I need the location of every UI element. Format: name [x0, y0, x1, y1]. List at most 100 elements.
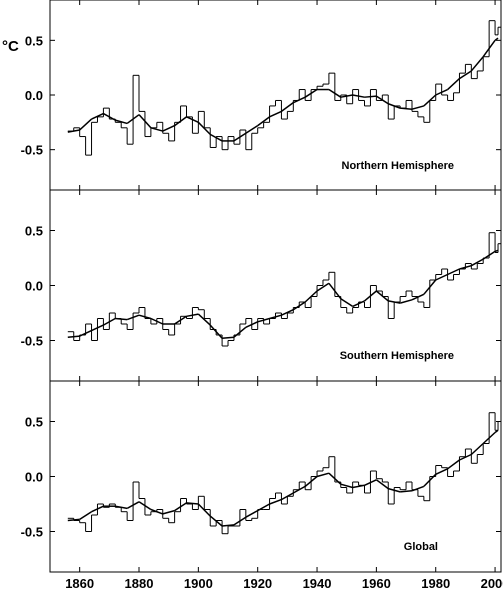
panel: 0.5 0.0 -0.5 Southern Hemisphere: [21, 189, 502, 382]
smoothed-segment: [459, 264, 472, 270]
y-tick-label: -0.5: [21, 525, 43, 540]
annual-series: [67, 232, 501, 347]
smoothed-segment: [470, 442, 484, 456]
smoothed-segment: [91, 505, 104, 513]
y-tick-label: -0.5: [21, 143, 43, 158]
smoothed-segment: [375, 479, 389, 490]
smoothed-segment: [304, 88, 318, 98]
smoothed-segment: [340, 298, 354, 308]
smoothed-segment: [233, 326, 247, 338]
smoothed-segment: [304, 475, 318, 487]
y-tick-label: 0.5: [25, 224, 43, 239]
smoothed-segment: [435, 273, 448, 281]
x-tick-label: 1960: [362, 576, 391, 590]
panels: 0.5 0.0 -0.5 Northern Hemisphere 0.5 0.0 -0.5 S…: [21, 0, 502, 573]
smoothed-segment: [79, 118, 93, 131]
smoothed-segment: [103, 112, 116, 121]
smoothed-segment: [186, 502, 199, 505]
annual-series: [67, 20, 501, 156]
smoothed-segment: [328, 472, 342, 485]
smoothed-segment: [494, 249, 499, 253]
smoothed-segment: [470, 258, 484, 267]
smoothed-segment: [162, 124, 175, 132]
smoothed-segment: [459, 453, 472, 461]
smoothed-segment: [150, 508, 164, 515]
smoothed-segment: [138, 501, 152, 511]
smoothed-segment: [174, 315, 187, 325]
smoothed-segment: [222, 336, 235, 340]
smoothed-segment: [91, 324, 104, 332]
smoothed-segment: [150, 127, 163, 132]
smoothed-segment: [364, 95, 377, 98]
smoothed-segment: [197, 313, 211, 326]
y-tick-label: 0.0: [25, 470, 43, 485]
panel: 0.5 0.0 -0.5 Global: [21, 380, 502, 573]
smoothed-segment: [328, 88, 342, 98]
smoothed-segment: [423, 94, 437, 107]
smoothed-segment: [174, 502, 187, 512]
smoothed-segment: [245, 124, 259, 134]
x-tick-label: 1900: [184, 576, 213, 590]
smoothed-segment: [281, 492, 294, 501]
smoothed-segment: [257, 116, 271, 127]
smoothed-segment: [340, 94, 353, 98]
smoothed-segment: [281, 309, 294, 316]
smoothed-segment: [79, 329, 92, 337]
smoothed-segment: [447, 268, 460, 276]
smoothed-segment: [126, 114, 140, 125]
smoothed-segment: [447, 78, 460, 91]
smoothed-segment: [138, 314, 152, 320]
smoothed-segment: [482, 250, 496, 260]
smoothed-segment: [233, 516, 247, 526]
smoothed-segment: [364, 479, 377, 486]
smoothed-segment: [269, 314, 282, 320]
smoothed-segment: [470, 56, 484, 72]
panel-label: Global: [404, 541, 438, 553]
smoothed-segment: [245, 321, 259, 328]
smoothed-segment: [292, 96, 306, 104]
smoothed-segment: [387, 103, 401, 109]
smoothed-segment: [126, 501, 140, 510]
smoothed-segment: [103, 317, 116, 326]
x-tick-label: 1880: [125, 576, 154, 590]
smoothed-segment: [233, 132, 247, 142]
y-tick-label: 0.5: [25, 33, 43, 48]
smoothed-segment: [197, 503, 211, 517]
smoothed-segment: [399, 299, 413, 304]
smoothed-series: [67, 429, 499, 527]
smoothed-segment: [245, 509, 259, 518]
panel-label: Northern Hemisphere: [342, 160, 454, 172]
smoothed-segment: [494, 37, 499, 41]
smoothed-segment: [340, 483, 353, 489]
smoothed-segment: [292, 301, 306, 311]
smoothed-segment: [400, 490, 413, 493]
smoothed-segment: [222, 524, 235, 527]
smoothed-segment: [269, 110, 282, 118]
smoothed-segment: [316, 472, 330, 478]
annual-series: [67, 412, 501, 535]
smoothed-segment: [388, 487, 401, 493]
smoothed-series: [67, 249, 499, 340]
smoothed-segment: [257, 503, 270, 512]
x-tick-label: 1940: [303, 576, 332, 590]
smoothed-segment: [304, 290, 318, 303]
smoothed-segment: [411, 293, 425, 301]
smoothed-segment: [91, 112, 104, 120]
smoothed-segment: [269, 498, 282, 505]
smoothed-segment: [494, 429, 499, 434]
y-tick-label: 0.0: [25, 279, 43, 294]
smoothed-segment: [257, 317, 270, 323]
smoothed-segment: [411, 485, 425, 492]
smoothed-segment: [67, 335, 80, 338]
smoothed-segment: [482, 431, 496, 445]
smoothed-segment: [411, 105, 425, 110]
smoothed-segment: [352, 94, 365, 98]
smoothed-segment: [280, 102, 294, 113]
smoothed-segment: [352, 484, 365, 489]
smoothed-segment: [209, 515, 223, 527]
smoothed-segment: [150, 317, 164, 325]
smoothed-segment: [435, 88, 448, 96]
smoothed-segment: [482, 39, 496, 58]
smoothed-segment: [375, 290, 389, 302]
